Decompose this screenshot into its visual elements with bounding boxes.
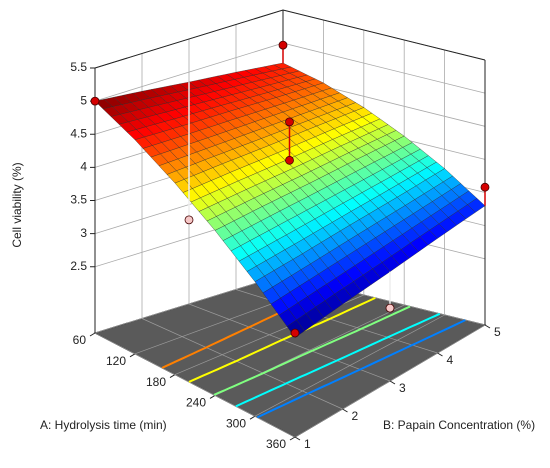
design-point [285,117,294,127]
x-tick-label: 60 [73,333,87,347]
x-tick [249,415,256,420]
y-tick-label: 5 [494,325,501,339]
z-tick-label: 4.5 [70,126,87,140]
contour-line [256,319,466,419]
floor-grid-line [94,332,296,438]
design-point [290,328,300,338]
z-tick-label: 3.5 [70,193,87,207]
z-tick-label: 5.5 [70,60,87,74]
y-tick-label: 4 [447,353,454,367]
design-point [184,215,194,225]
x-tick-label: 180 [146,375,166,389]
y-tick [294,436,301,441]
x-tick [129,353,136,358]
design-point [480,182,490,192]
box-edge [94,9,486,69]
contour-line [188,296,376,383]
floor-grid-line [188,303,391,382]
x-tick-label: 360 [266,437,286,451]
y-tick-label: 3 [399,381,406,395]
y-tick-label: 1 [304,437,311,451]
design-point [90,96,100,106]
x-tick-label: 300 [226,416,246,430]
x-tick [89,332,96,337]
design-point [278,40,288,50]
y-tick [484,324,491,329]
z-tick-label: 4 [80,160,87,174]
x-tick-label: 120 [106,354,126,368]
y-tick-label: 2 [352,409,359,423]
x-tick-label: 240 [186,396,206,410]
design-point [285,155,294,165]
y-tick [389,380,396,385]
z-tick-label: 5 [80,93,87,107]
x-tick [209,394,216,399]
x-tick [289,436,296,441]
x-tick [169,374,176,379]
design-point [385,303,395,313]
x-axis-label: A: Hydrolysis time (min) [40,418,167,432]
y-axis-label: B: Papain Concentration (%) [383,418,535,432]
y-tick [437,352,443,357]
contour-line [235,312,441,408]
contour-line [213,305,411,396]
z-tick-label: 2.5 [70,259,87,273]
z-tick-label: 3 [80,226,87,240]
z-axis-label: Cell viability (%) [10,162,24,247]
y-tick [342,408,348,413]
